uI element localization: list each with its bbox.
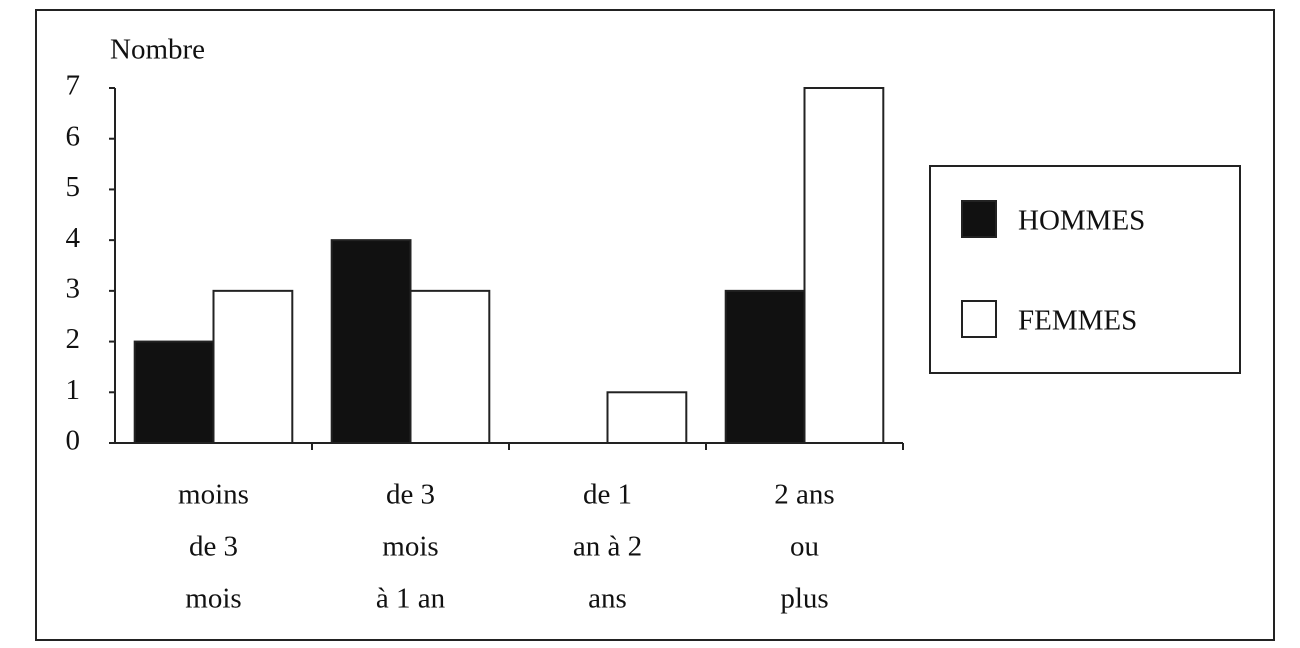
- x-tick-label: de 3: [189, 531, 238, 563]
- bar: [330, 239, 412, 444]
- bar: [133, 340, 215, 445]
- y-tick-label: 2: [66, 323, 81, 355]
- x-tick-label: moins: [178, 479, 249, 511]
- bar: [212, 289, 294, 444]
- y-tick-label: 5: [66, 171, 81, 203]
- bar: [606, 391, 688, 444]
- x-tick-label: ans: [588, 583, 627, 615]
- x-tick-label: an à 2: [573, 531, 642, 563]
- y-tick-label: 3: [66, 273, 81, 305]
- legend-label: HOMMES: [1018, 205, 1145, 237]
- legend-swatch: [961, 300, 997, 338]
- legend-swatch: [961, 200, 997, 238]
- x-tick-label: plus: [780, 583, 828, 615]
- y-tick-label: 1: [66, 374, 81, 406]
- bar: [724, 289, 806, 444]
- x-tick-label: mois: [382, 531, 438, 563]
- x-tick-label: ou: [790, 531, 819, 563]
- y-tick-label: 7: [66, 70, 81, 102]
- x-tick-label: de 3: [386, 479, 435, 511]
- x-tick-label: mois: [185, 583, 241, 615]
- bar: [803, 87, 885, 444]
- y-tick-label: 4: [66, 222, 81, 254]
- legend-box: [929, 165, 1241, 374]
- y-tick-label: 6: [66, 120, 81, 152]
- bar: [409, 289, 491, 444]
- x-tick-label: de 1: [583, 479, 632, 511]
- y-tick-label: 0: [66, 425, 81, 457]
- legend-label: FEMMES: [1018, 305, 1137, 337]
- x-tick-label: 2 ans: [774, 479, 834, 511]
- x-tick-label: à 1 an: [376, 583, 446, 615]
- y-axis-label: Nombre: [110, 34, 205, 66]
